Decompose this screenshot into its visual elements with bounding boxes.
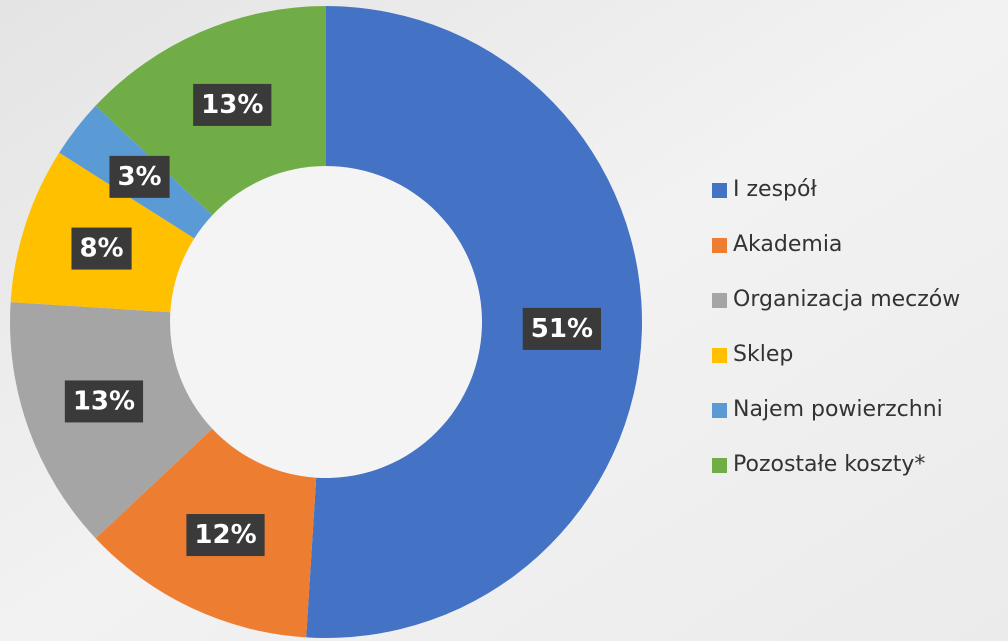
data-label: 3% — [117, 162, 161, 192]
donut-hole — [170, 166, 482, 478]
legend-label: Pozostałe koszty* — [733, 452, 925, 477]
legend-label: I zespół — [733, 177, 817, 202]
legend-swatch — [712, 403, 727, 418]
legend-swatch — [712, 348, 727, 363]
data-label: 13% — [201, 90, 263, 120]
legend-label: Akademia — [733, 232, 842, 257]
data-label: 51% — [531, 314, 593, 344]
data-label: 8% — [79, 234, 123, 264]
legend-swatch — [712, 458, 727, 473]
legend-label: Sklep — [733, 342, 793, 367]
legend-label: Organizacja meczów — [733, 287, 960, 312]
legend-swatch — [712, 293, 727, 308]
legend-label: Najem powierzchni — [733, 397, 943, 422]
data-label: 13% — [73, 386, 135, 416]
legend-swatch — [712, 183, 727, 198]
legend-swatch — [712, 238, 727, 253]
data-label: 12% — [194, 520, 256, 550]
chart: 51% 12% 13% 8% 3% 13% I zespół Akademia Organiza… — [0, 0, 1008, 641]
